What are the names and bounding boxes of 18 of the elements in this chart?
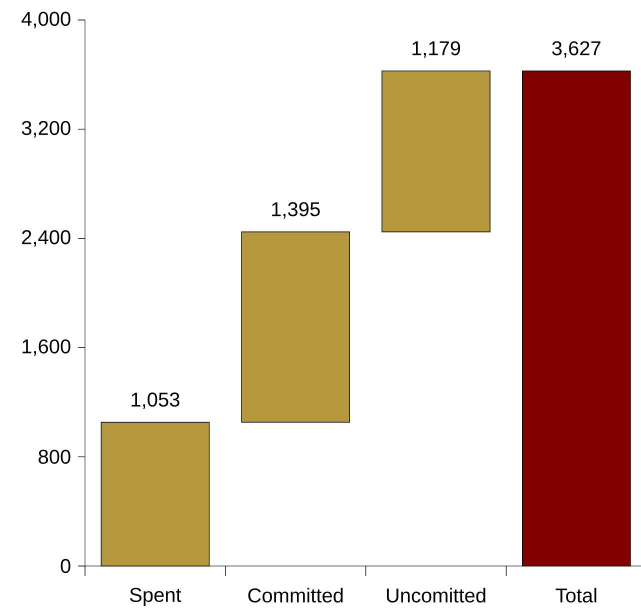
bar — [382, 70, 490, 232]
x-tick-label: Committed — [248, 588, 343, 603]
y-tick-label: 1,600 — [22, 339, 70, 356]
data-label: 1,179 — [412, 41, 460, 58]
data-label: 1,395 — [272, 202, 320, 219]
y-tick-label: 0 — [60, 558, 70, 574]
y-tick-label: 800 — [38, 450, 70, 464]
data-label: 3,627 — [552, 41, 600, 58]
y-tick-label: 2,400 — [22, 230, 70, 247]
bar — [522, 70, 631, 566]
x-tick-label: Total — [556, 588, 596, 603]
data-label: 1,053 — [132, 392, 180, 410]
x-tick-label: Spent — [130, 588, 182, 606]
x-tick-label: Uncomitted — [386, 588, 486, 603]
bar — [241, 231, 350, 423]
bar — [100, 422, 210, 566]
y-tick-label: 4,000 — [22, 12, 70, 28]
y-tick-label: 3,200 — [22, 120, 70, 138]
